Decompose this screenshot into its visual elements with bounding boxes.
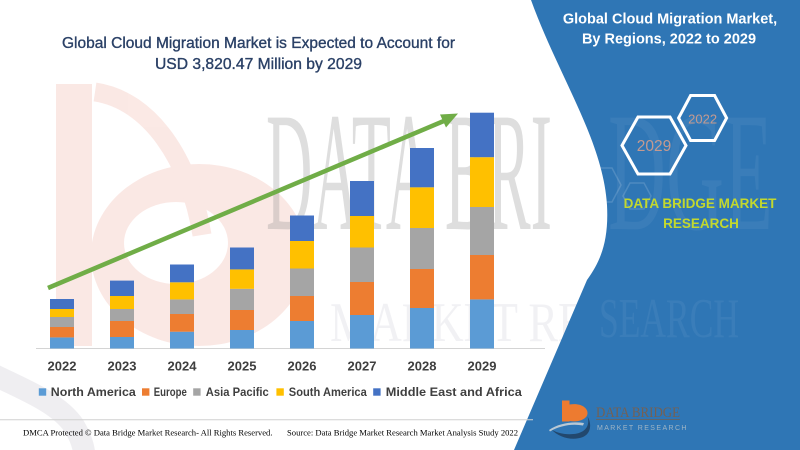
svg-text:By Regions, 2022 to 2029: By Regions, 2022 to 2029 [582, 32, 756, 48]
svg-text:DMCA Protected © Data Bridge M: DMCA Protected © Data Bridge Market Rese… [23, 428, 273, 438]
svg-text:2022: 2022 [688, 112, 717, 127]
svg-text:Middle East and Africa: Middle East and Africa [386, 387, 523, 399]
svg-text:South America: South America [289, 387, 368, 399]
svg-text:2028: 2028 [408, 359, 437, 374]
svg-text:2024: 2024 [168, 359, 198, 374]
svg-text:2029: 2029 [637, 138, 671, 155]
svg-text:USD 3,820.47 Million by 2029: USD 3,820.47 Million by 2029 [155, 56, 362, 73]
svg-text:2029: 2029 [468, 359, 497, 374]
svg-text:Europe: Europe [154, 387, 187, 399]
svg-text:2022: 2022 [48, 359, 77, 374]
svg-text:Source: Data Bridge Market Res: Source: Data Bridge Market Research Mark… [287, 428, 518, 438]
svg-text:2027: 2027 [348, 359, 377, 374]
svg-text:2023: 2023 [108, 359, 137, 374]
svg-text:RESEARCH: RESEARCH [663, 216, 739, 231]
svg-text:Global Cloud Migration Market: Global Cloud Migration Market is Expecte… [62, 35, 455, 52]
svg-text:DATA BRIDGE MARKET: DATA BRIDGE MARKET [624, 196, 777, 211]
svg-text:MARKET RESEARCH: MARKET RESEARCH [597, 425, 688, 432]
svg-text:DGE: DGE [608, 78, 773, 266]
svg-text:SEARCH: SEARCH [599, 288, 739, 350]
svg-text:Global Cloud Migration Market,: Global Cloud Migration Market, [563, 12, 777, 28]
svg-text:Asia Pacific: Asia Pacific [206, 387, 270, 399]
svg-text:DATA BRIDGE: DATA BRIDGE [596, 405, 680, 421]
svg-text:North America: North America [51, 387, 137, 399]
svg-text:2025: 2025 [228, 359, 257, 374]
svg-text:2026: 2026 [288, 359, 317, 374]
